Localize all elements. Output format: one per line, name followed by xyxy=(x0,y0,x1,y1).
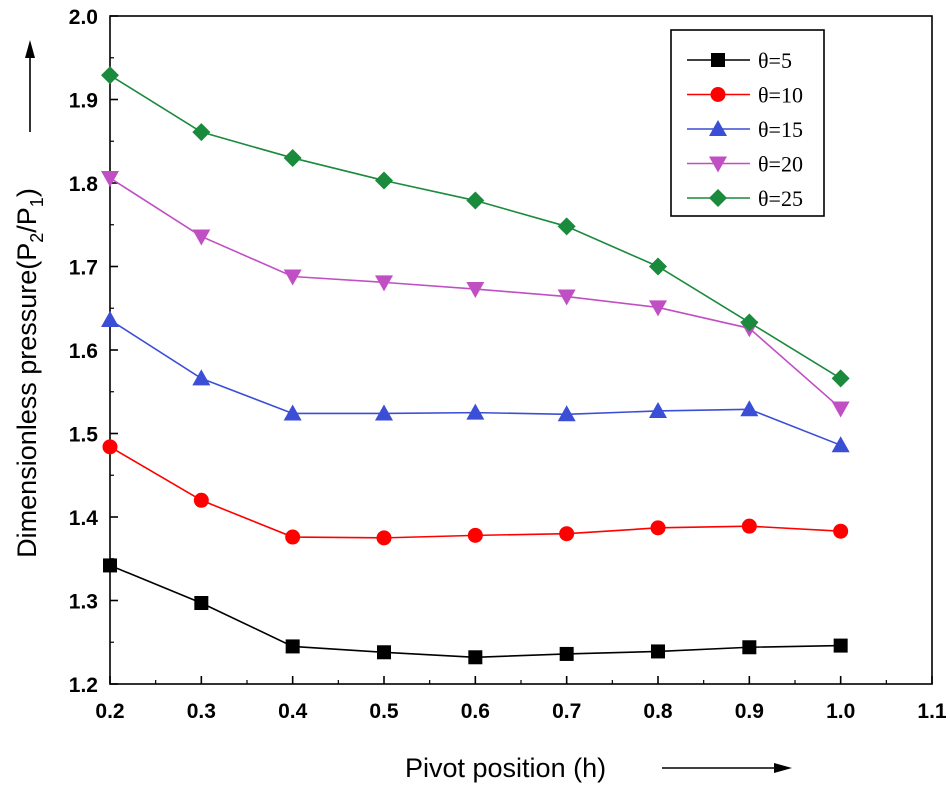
x-axis-title: Pivot position (h) xyxy=(405,753,606,783)
data-point xyxy=(194,596,209,611)
x-tick-label: 0.4 xyxy=(278,700,308,723)
data-point xyxy=(742,640,757,655)
legend-item: θ=20 xyxy=(687,152,803,177)
series-3 xyxy=(101,310,850,453)
data-point xyxy=(468,650,483,665)
data-point xyxy=(833,523,849,539)
y-tick-label: 1.4 xyxy=(69,507,99,530)
data-point xyxy=(831,401,850,418)
data-point xyxy=(649,257,667,276)
legend-label: θ=15 xyxy=(758,117,803,142)
legend-marker xyxy=(711,53,725,67)
y-axis-arrow-icon xyxy=(25,40,35,132)
data-point xyxy=(376,530,392,546)
legend-item: θ=15 xyxy=(687,117,803,142)
series-line xyxy=(109,319,841,446)
y-tick-label: 1.5 xyxy=(69,424,99,447)
y-tick-label: 1.3 xyxy=(69,591,98,614)
data-point xyxy=(101,310,119,327)
legend-box xyxy=(670,29,825,217)
x-tick-label: 0.7 xyxy=(552,700,581,723)
data-point xyxy=(740,313,759,332)
data-point xyxy=(651,644,665,659)
data-point xyxy=(375,171,393,190)
data-point xyxy=(557,405,576,422)
data-point xyxy=(559,526,575,542)
data-point xyxy=(466,282,485,299)
y-tick-label: 1.7 xyxy=(69,257,98,280)
data-point xyxy=(103,558,117,573)
series-1 xyxy=(103,558,848,665)
series-5 xyxy=(101,66,850,388)
data-point xyxy=(466,403,485,420)
legend-item: θ=5 xyxy=(687,48,792,73)
x-tick-label: 0.5 xyxy=(369,700,399,723)
series-line xyxy=(109,564,841,659)
y-tick-label: 2.0 xyxy=(69,6,98,29)
data-point xyxy=(467,527,483,543)
data-point xyxy=(375,404,393,421)
data-point xyxy=(557,217,576,236)
data-point xyxy=(650,520,666,536)
data-point xyxy=(833,638,848,653)
data-point xyxy=(375,275,393,292)
x-axis-arrow-icon xyxy=(662,763,792,773)
data-point xyxy=(192,123,211,142)
data-point xyxy=(283,269,302,286)
data-point xyxy=(831,369,850,388)
data-point xyxy=(283,404,302,421)
x-tick-label: 0.9 xyxy=(735,700,764,723)
data-point xyxy=(193,492,209,508)
legend-marker xyxy=(709,189,727,207)
x-tick-label: 0.3 xyxy=(187,700,216,723)
legend-label: θ=5 xyxy=(758,48,792,73)
y-tick-label: 1.9 xyxy=(69,90,98,113)
data-point xyxy=(192,369,211,386)
x-tick-label: 0.6 xyxy=(461,700,490,723)
y-axis-title: Dimensionless pressure(P2/P1) xyxy=(12,188,47,558)
x-tick-label: 0.2 xyxy=(95,700,124,723)
data-point xyxy=(285,639,300,654)
y-tick-label: 1.2 xyxy=(69,674,98,697)
legend-item: θ=10 xyxy=(687,83,803,108)
legend-label: θ=10 xyxy=(758,83,803,108)
data-point xyxy=(557,289,576,306)
y-tick-label: 1.6 xyxy=(69,340,98,363)
series-2 xyxy=(102,439,849,546)
y-tick-label: 1.8 xyxy=(69,173,99,196)
legend-label: θ=25 xyxy=(758,186,803,211)
series-line xyxy=(109,446,841,539)
data-point xyxy=(466,191,485,210)
data-point xyxy=(740,400,759,417)
data-point xyxy=(741,518,757,534)
data-point xyxy=(559,646,574,661)
data-point xyxy=(192,229,211,246)
legend-marker xyxy=(710,87,726,102)
data-point xyxy=(285,529,301,545)
data-point xyxy=(101,170,119,187)
x-tick-label: 1.1 xyxy=(917,700,947,723)
data-point xyxy=(283,148,302,167)
legend-label: θ=20 xyxy=(758,152,803,177)
data-point xyxy=(831,436,850,453)
x-tick-label: 1.0 xyxy=(826,700,855,723)
data-point xyxy=(102,439,118,455)
data-point xyxy=(101,66,119,85)
legend-marker xyxy=(709,120,727,136)
x-tick-label: 0.8 xyxy=(643,700,673,723)
legend-item: θ=25 xyxy=(687,186,803,211)
legend-marker xyxy=(709,156,727,173)
data-point xyxy=(377,645,391,660)
data-point xyxy=(649,300,667,317)
data-point xyxy=(649,401,667,418)
legend: θ=5 θ=10 θ=15 θ=20 θ=25 xyxy=(670,29,825,217)
